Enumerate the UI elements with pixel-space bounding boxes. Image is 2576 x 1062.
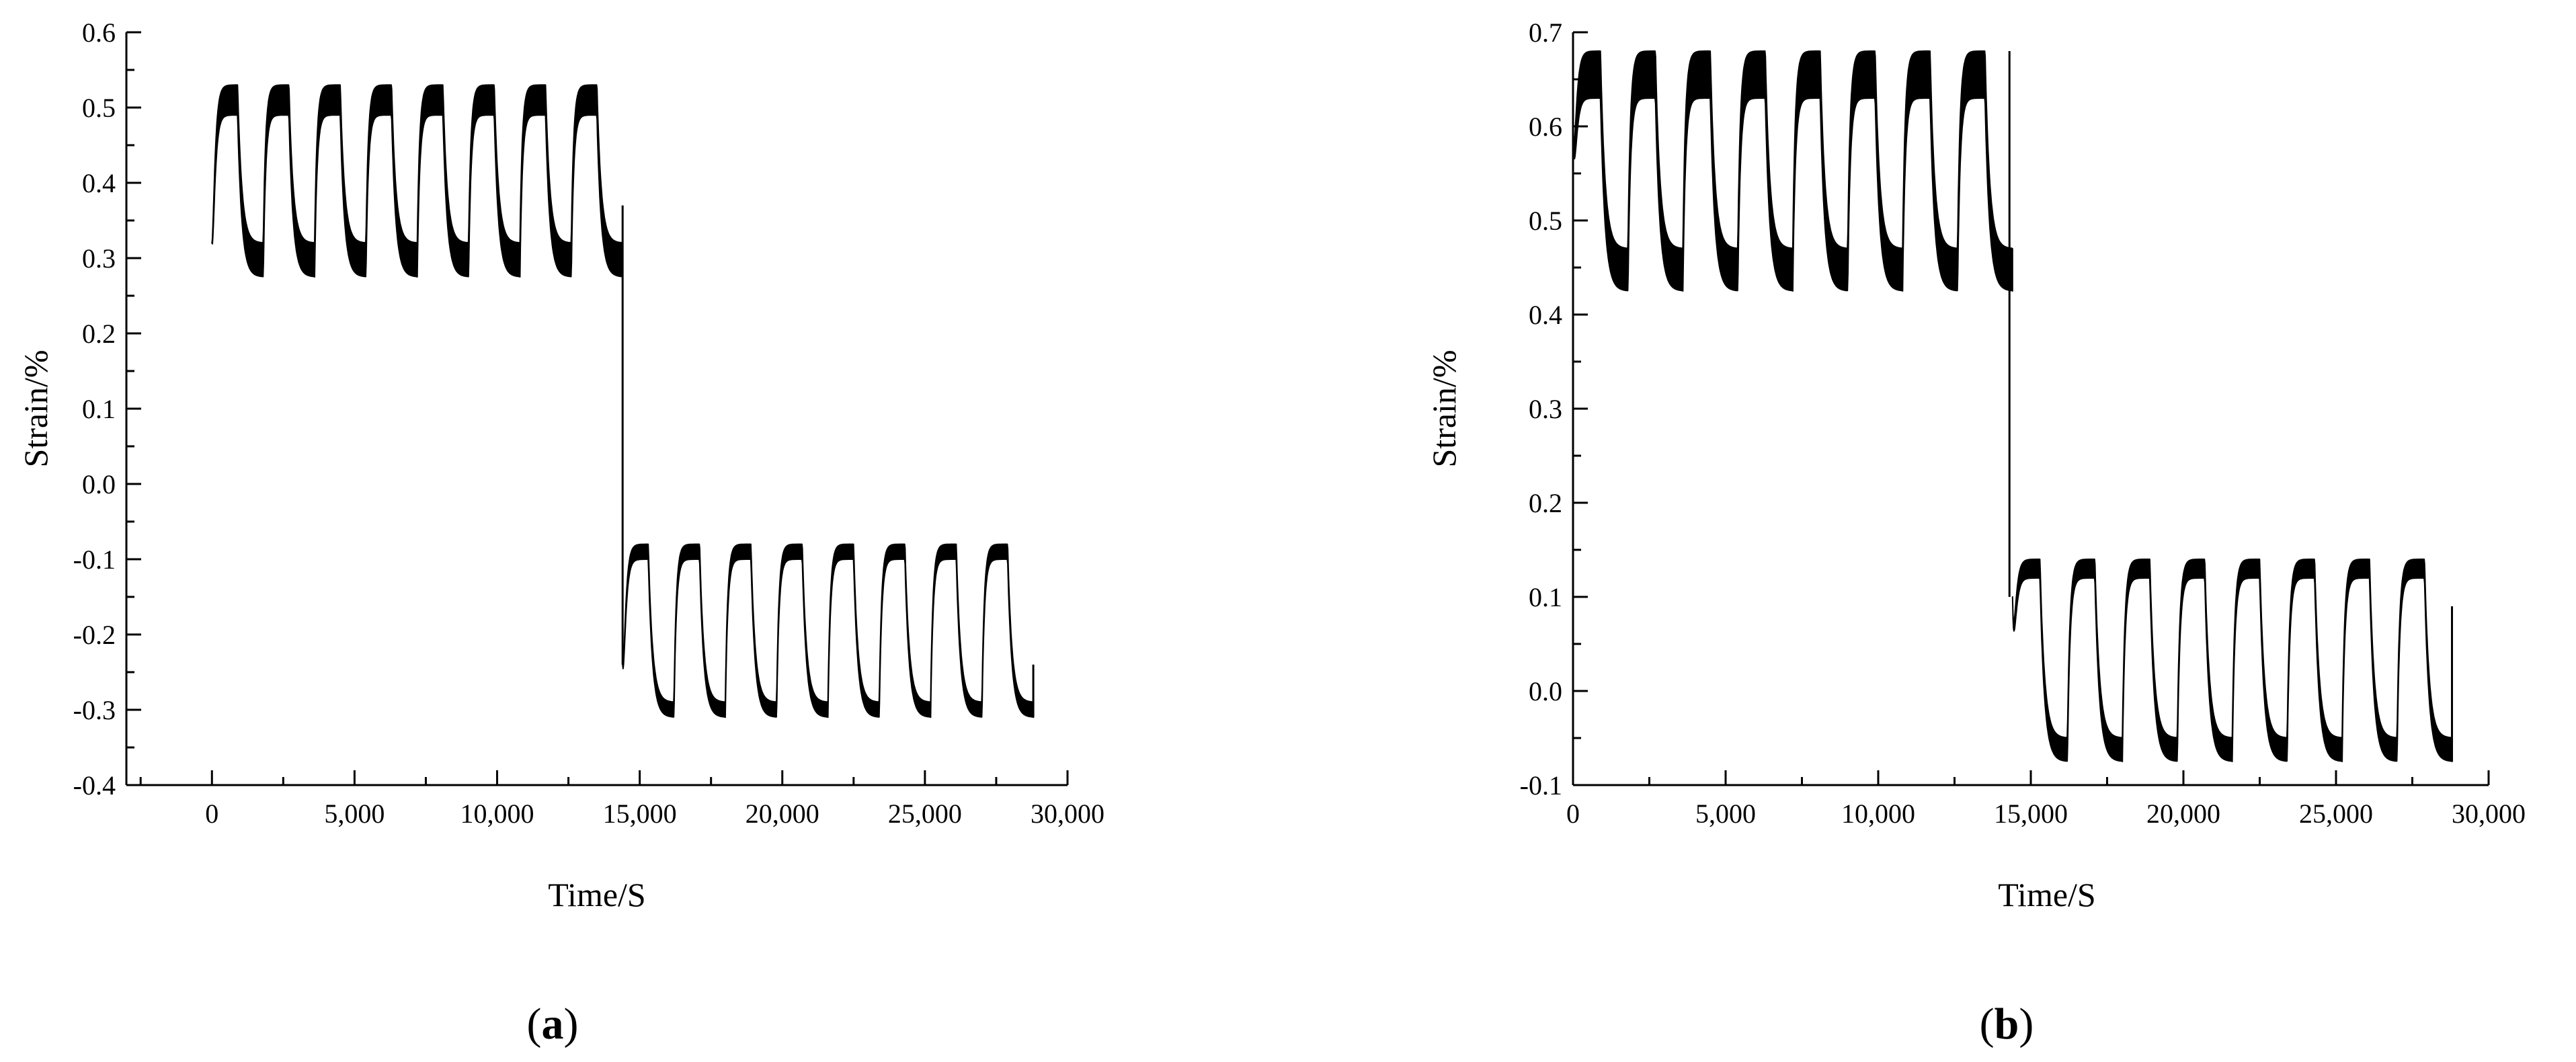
panel-label-letter: a bbox=[542, 999, 564, 1049]
x-tick-label: 15,000 bbox=[603, 799, 677, 829]
series-band-1 bbox=[1572, 50, 2013, 292]
y-tick-label: -0.1 bbox=[73, 544, 116, 575]
x-axis-title: Time/S bbox=[1998, 876, 2095, 913]
plot-series-group bbox=[211, 84, 1035, 719]
x-tick-label: 5,000 bbox=[324, 799, 385, 829]
x-tick-label: 30,000 bbox=[2452, 799, 2526, 829]
y-tick-label: 0.6 bbox=[1529, 112, 1562, 142]
chart-panel-a: 0 5,000 10,000 15,000 20,000 25,000 30,000 0.6… bbox=[17, 17, 1104, 1049]
x-axis-title: Time/S bbox=[548, 876, 645, 913]
y-tick-label: 0.7 bbox=[1529, 17, 1562, 48]
panel-label-open-paren: ( bbox=[527, 999, 542, 1049]
panel-label-close-paren: ) bbox=[564, 999, 579, 1049]
x-ticks: 0 5,000 10,000 15,000 20,000 25,000 30,000 bbox=[1566, 770, 2526, 829]
x-ticks: 0 5,000 10,000 15,000 20,000 25,000 30,000 bbox=[139, 770, 1104, 829]
y-tick-label: -0.4 bbox=[73, 770, 116, 801]
x-tick-label: 20,000 bbox=[2146, 799, 2220, 829]
panel-label-a: (a) bbox=[527, 999, 579, 1049]
x-tick-label: 0 bbox=[205, 799, 218, 829]
y-tick-label: 0.1 bbox=[82, 394, 116, 424]
x-tick-label: 25,000 bbox=[2299, 799, 2373, 829]
x-tick-label: 10,000 bbox=[1841, 799, 1915, 829]
y-tick-label: 0.5 bbox=[82, 93, 116, 123]
y-tick-label: 0.2 bbox=[82, 319, 116, 349]
x-tick-label: 10,000 bbox=[460, 799, 534, 829]
panel-label-close-paren: ) bbox=[2019, 999, 2034, 1049]
chart-panel-b: 0 5,000 10,000 15,000 20,000 25,000 30,000 0.7… bbox=[1425, 17, 2526, 1049]
y-tick-label: 0.4 bbox=[82, 168, 116, 198]
y-tick-label: 0.1 bbox=[1529, 582, 1562, 612]
x-tick-label: 0 bbox=[1566, 799, 1580, 829]
y-tick-label: 0.5 bbox=[1529, 206, 1562, 236]
y-tick-label: -0.1 bbox=[1520, 770, 1562, 801]
plot-series-group bbox=[1572, 50, 2454, 762]
x-tick-label: 15,000 bbox=[1994, 799, 2068, 829]
y-tick-label: 0.2 bbox=[1529, 488, 1562, 518]
y-tick-label: 0.3 bbox=[82, 243, 116, 274]
y-tick-label: -0.3 bbox=[73, 695, 116, 725]
x-tick-label: 5,000 bbox=[1695, 799, 1756, 829]
y-axis-title: Strain/% bbox=[1425, 350, 1463, 468]
y-axis-title: Strain/% bbox=[17, 350, 54, 468]
x-tick-label: 20,000 bbox=[746, 799, 819, 829]
panel-label-b: (b) bbox=[1980, 999, 2034, 1049]
y-tick-label: 0.6 bbox=[82, 17, 116, 48]
y-ticks: 0.7 0.6 0.5 0.4 0.3 0.2 0.1 0.0 -0.1 bbox=[1520, 17, 1588, 801]
panel-label-open-paren: ( bbox=[1980, 999, 1995, 1049]
x-tick-label: 30,000 bbox=[1031, 799, 1104, 829]
y-tick-label: 0.3 bbox=[1529, 394, 1562, 424]
y-tick-label: 0.0 bbox=[82, 469, 116, 499]
y-tick-label: 0.0 bbox=[1529, 676, 1562, 706]
x-tick-label: 25,000 bbox=[888, 799, 962, 829]
panel-label-letter: b bbox=[1995, 999, 2019, 1049]
y-tick-label: -0.2 bbox=[73, 620, 116, 650]
y-ticks: 0.6 0.5 0.4 0.3 0.2 0.1 0.0 -0.1 -0.2 -0.3 -0.4 bbox=[73, 17, 141, 801]
y-tick-label: 0.4 bbox=[1529, 300, 1562, 330]
